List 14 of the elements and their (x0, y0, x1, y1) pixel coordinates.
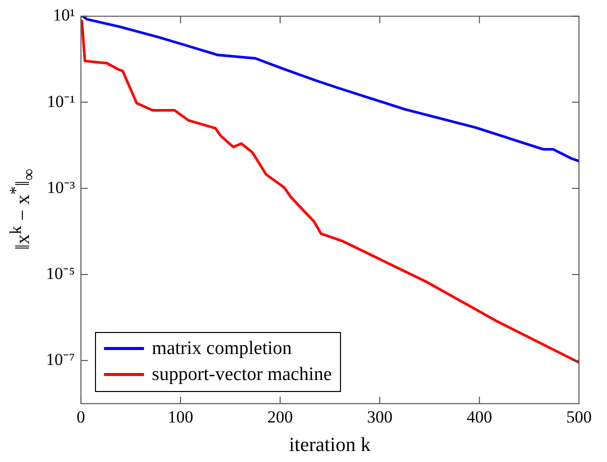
x-axis-title: iteration k (288, 434, 371, 457)
y-tick-label: 10⁻¹ (46, 92, 75, 111)
y-tick-label: 10⁻³ (46, 178, 75, 197)
y-tick-label: 10¹ (52, 6, 75, 25)
legend-label: matrix completion (152, 336, 292, 361)
legend-label: support-vector machine (152, 362, 332, 387)
x-tick-label: 200 (267, 407, 293, 426)
x-tick-label: 100 (168, 407, 194, 426)
x-tick-label: 400 (466, 407, 492, 426)
x-tick-label: 300 (367, 407, 393, 426)
x-tick-label: 0 (76, 407, 86, 426)
y-tick-label: 10⁻⁵ (46, 264, 75, 283)
y-tick-label: 10⁻⁷ (46, 350, 75, 370)
x-tick-label: 500 (566, 407, 592, 426)
